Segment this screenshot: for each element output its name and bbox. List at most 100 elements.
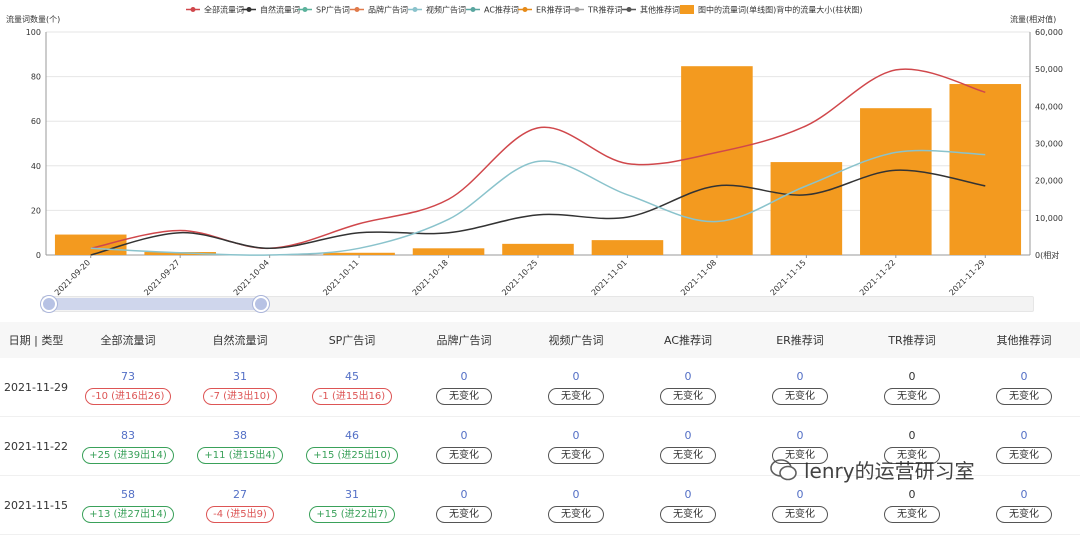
change-badge[interactable]: 无变化 bbox=[884, 505, 940, 523]
keyword-count[interactable]: 0 bbox=[908, 428, 916, 442]
change-badge[interactable]: +11 (进15出4) bbox=[197, 446, 283, 464]
keyword-count[interactable]: 38 bbox=[233, 428, 247, 442]
keyword-count[interactable]: 31 bbox=[233, 369, 247, 383]
change-badge[interactable]: 无变化 bbox=[436, 505, 492, 523]
change-badge[interactable]: 无变化 bbox=[772, 387, 828, 405]
legend-label: 图中的流量词(单线图)背中的流量大小(柱状图) bbox=[698, 5, 862, 15]
keyword-count[interactable]: 0 bbox=[460, 369, 468, 383]
change-badge[interactable]: -7 (进3出10) bbox=[202, 387, 278, 405]
keyword-count[interactable]: 27 bbox=[233, 487, 247, 501]
legend-marker bbox=[470, 7, 476, 12]
zoom-handle-left[interactable] bbox=[41, 296, 57, 312]
change-badge[interactable]: 无变化 bbox=[996, 446, 1052, 464]
keyword-count[interactable]: 31 bbox=[345, 487, 359, 501]
y-tick-right: 50,000 bbox=[1035, 65, 1063, 74]
change-badge[interactable]: 无变化 bbox=[548, 446, 604, 464]
change-badge[interactable]: 无变化 bbox=[772, 505, 828, 523]
keyword-count[interactable]: 0 bbox=[796, 428, 804, 442]
keyword-count[interactable]: 0 bbox=[1020, 369, 1028, 383]
x-tick-label: 2021-09-27 bbox=[142, 258, 181, 297]
legend-label: 视频广告词 bbox=[426, 5, 466, 15]
keyword-count[interactable]: 0 bbox=[684, 487, 692, 501]
keyword-count[interactable]: 0 bbox=[908, 487, 916, 501]
trend-chart: 0 20 40 60 80 100 0(相对 10,000 20,000 30,000 40,000… bbox=[6, 5, 1063, 298]
table-header-cell: ER推荐词 bbox=[776, 334, 824, 347]
y-tick-left: 20 bbox=[31, 206, 41, 215]
legend-marker bbox=[302, 7, 308, 12]
change-badge[interactable]: -1 (进15出16) bbox=[311, 387, 393, 405]
change-badge[interactable]: 无变化 bbox=[772, 446, 828, 464]
y-tick-left: 40 bbox=[31, 162, 41, 171]
keyword-count[interactable]: 58 bbox=[121, 487, 135, 501]
change-badge[interactable]: -10 (进16出26) bbox=[84, 387, 172, 405]
table-header-cell: 全部流量词 bbox=[100, 334, 156, 347]
keyword-count[interactable]: 45 bbox=[345, 369, 359, 383]
change-badge[interactable]: 无变化 bbox=[996, 505, 1052, 523]
change-badge[interactable]: 无变化 bbox=[436, 387, 492, 405]
legend-label: 品牌广告词 bbox=[368, 5, 408, 15]
zoom-slider[interactable] bbox=[41, 296, 1034, 312]
zoom-range[interactable] bbox=[49, 298, 261, 310]
change-badge[interactable]: +13 (进27出14) bbox=[82, 505, 174, 523]
zoom-handle-right[interactable] bbox=[253, 296, 269, 312]
keyword-count[interactable]: 0 bbox=[684, 428, 692, 442]
table-cell: 0 无变化 bbox=[744, 429, 856, 464]
keyword-count[interactable]: 0 bbox=[460, 428, 468, 442]
table-cell: 58 +13 (进27出14) bbox=[72, 488, 184, 523]
change-badge[interactable]: 无变化 bbox=[660, 505, 716, 523]
keyword-count[interactable]: 73 bbox=[121, 369, 135, 383]
table-cell: 73 -10 (进16出26) bbox=[72, 370, 184, 405]
change-badge[interactable]: +15 (进25出10) bbox=[306, 446, 398, 464]
table-cell: 0 无变化 bbox=[968, 488, 1080, 523]
legend-swatch bbox=[680, 5, 694, 14]
change-badge[interactable]: 无变化 bbox=[660, 446, 716, 464]
row-date: 2021-11-15 bbox=[4, 498, 68, 512]
keyword-count[interactable]: 0 bbox=[572, 428, 580, 442]
legend-label: SP广告词 bbox=[316, 5, 350, 15]
series-line bbox=[90, 68, 986, 250]
change-badge[interactable]: 无变化 bbox=[436, 446, 492, 464]
change-badge[interactable]: 无变化 bbox=[548, 505, 604, 523]
keyword-count[interactable]: 0 bbox=[572, 487, 580, 501]
keyword-count[interactable]: 0 bbox=[796, 369, 804, 383]
change-badge[interactable]: 无变化 bbox=[884, 387, 940, 405]
y-tick-left: 0 bbox=[36, 251, 41, 260]
table-cell: 38 +11 (进15出4) bbox=[184, 429, 296, 464]
change-badge[interactable]: 无变化 bbox=[548, 387, 604, 405]
keyword-table: 日期 | 类型 全部流量词 自然流量词 SP广告词 品牌广告词 视频广告词 AC推荐词 ER推… bbox=[0, 322, 1080, 535]
legend-marker bbox=[412, 7, 418, 12]
table-cell: 27 -4 (进5出9) bbox=[184, 488, 296, 523]
legend-marker bbox=[522, 7, 528, 12]
keyword-count[interactable]: 0 bbox=[1020, 487, 1028, 501]
y-tick-right: 30,000 bbox=[1035, 140, 1063, 149]
legend-label: 全部流量词 bbox=[204, 5, 244, 15]
x-tick-label: 2021-10-11 bbox=[321, 258, 360, 297]
change-badge[interactable]: +15 (进22出7) bbox=[309, 505, 395, 523]
table-cell: 0 无变化 bbox=[520, 488, 632, 523]
traffic-bar bbox=[54, 234, 127, 255]
series-line bbox=[90, 169, 986, 256]
table-cell: 0 无变化 bbox=[968, 370, 1080, 405]
keyword-count[interactable]: 0 bbox=[460, 487, 468, 501]
keyword-count[interactable]: 0 bbox=[1020, 428, 1028, 442]
row-date: 2021-11-29 bbox=[4, 380, 68, 394]
keyword-count[interactable]: 46 bbox=[345, 428, 359, 442]
table-cell: 31 -7 (进3出10) bbox=[184, 370, 296, 405]
y-axis-label-right: 流量(相对值) bbox=[1010, 14, 1056, 24]
table-cell: 46 +15 (进25出10) bbox=[296, 429, 408, 464]
keyword-count[interactable]: 0 bbox=[796, 487, 804, 501]
traffic-bar bbox=[502, 243, 574, 255]
keyword-count[interactable]: 83 bbox=[121, 428, 135, 442]
table-cell: 0 无变化 bbox=[968, 429, 1080, 464]
keyword-count[interactable]: 0 bbox=[572, 369, 580, 383]
change-badge[interactable]: 无变化 bbox=[884, 446, 940, 464]
change-badge[interactable]: -4 (进5出9) bbox=[206, 505, 274, 523]
change-badge[interactable]: 无变化 bbox=[996, 387, 1052, 405]
legend-marker bbox=[246, 7, 252, 12]
change-badge[interactable]: +25 (进39出14) bbox=[82, 446, 174, 464]
change-badge[interactable]: 无变化 bbox=[660, 387, 716, 405]
keyword-count[interactable]: 0 bbox=[908, 369, 916, 383]
y-tick-right: 10,000 bbox=[1035, 214, 1063, 223]
keyword-count[interactable]: 0 bbox=[684, 369, 692, 383]
table-header: 日期 | 类型 全部流量词 自然流量词 SP广告词 品牌广告词 视频广告词 AC推荐词 ER推… bbox=[0, 322, 1080, 358]
